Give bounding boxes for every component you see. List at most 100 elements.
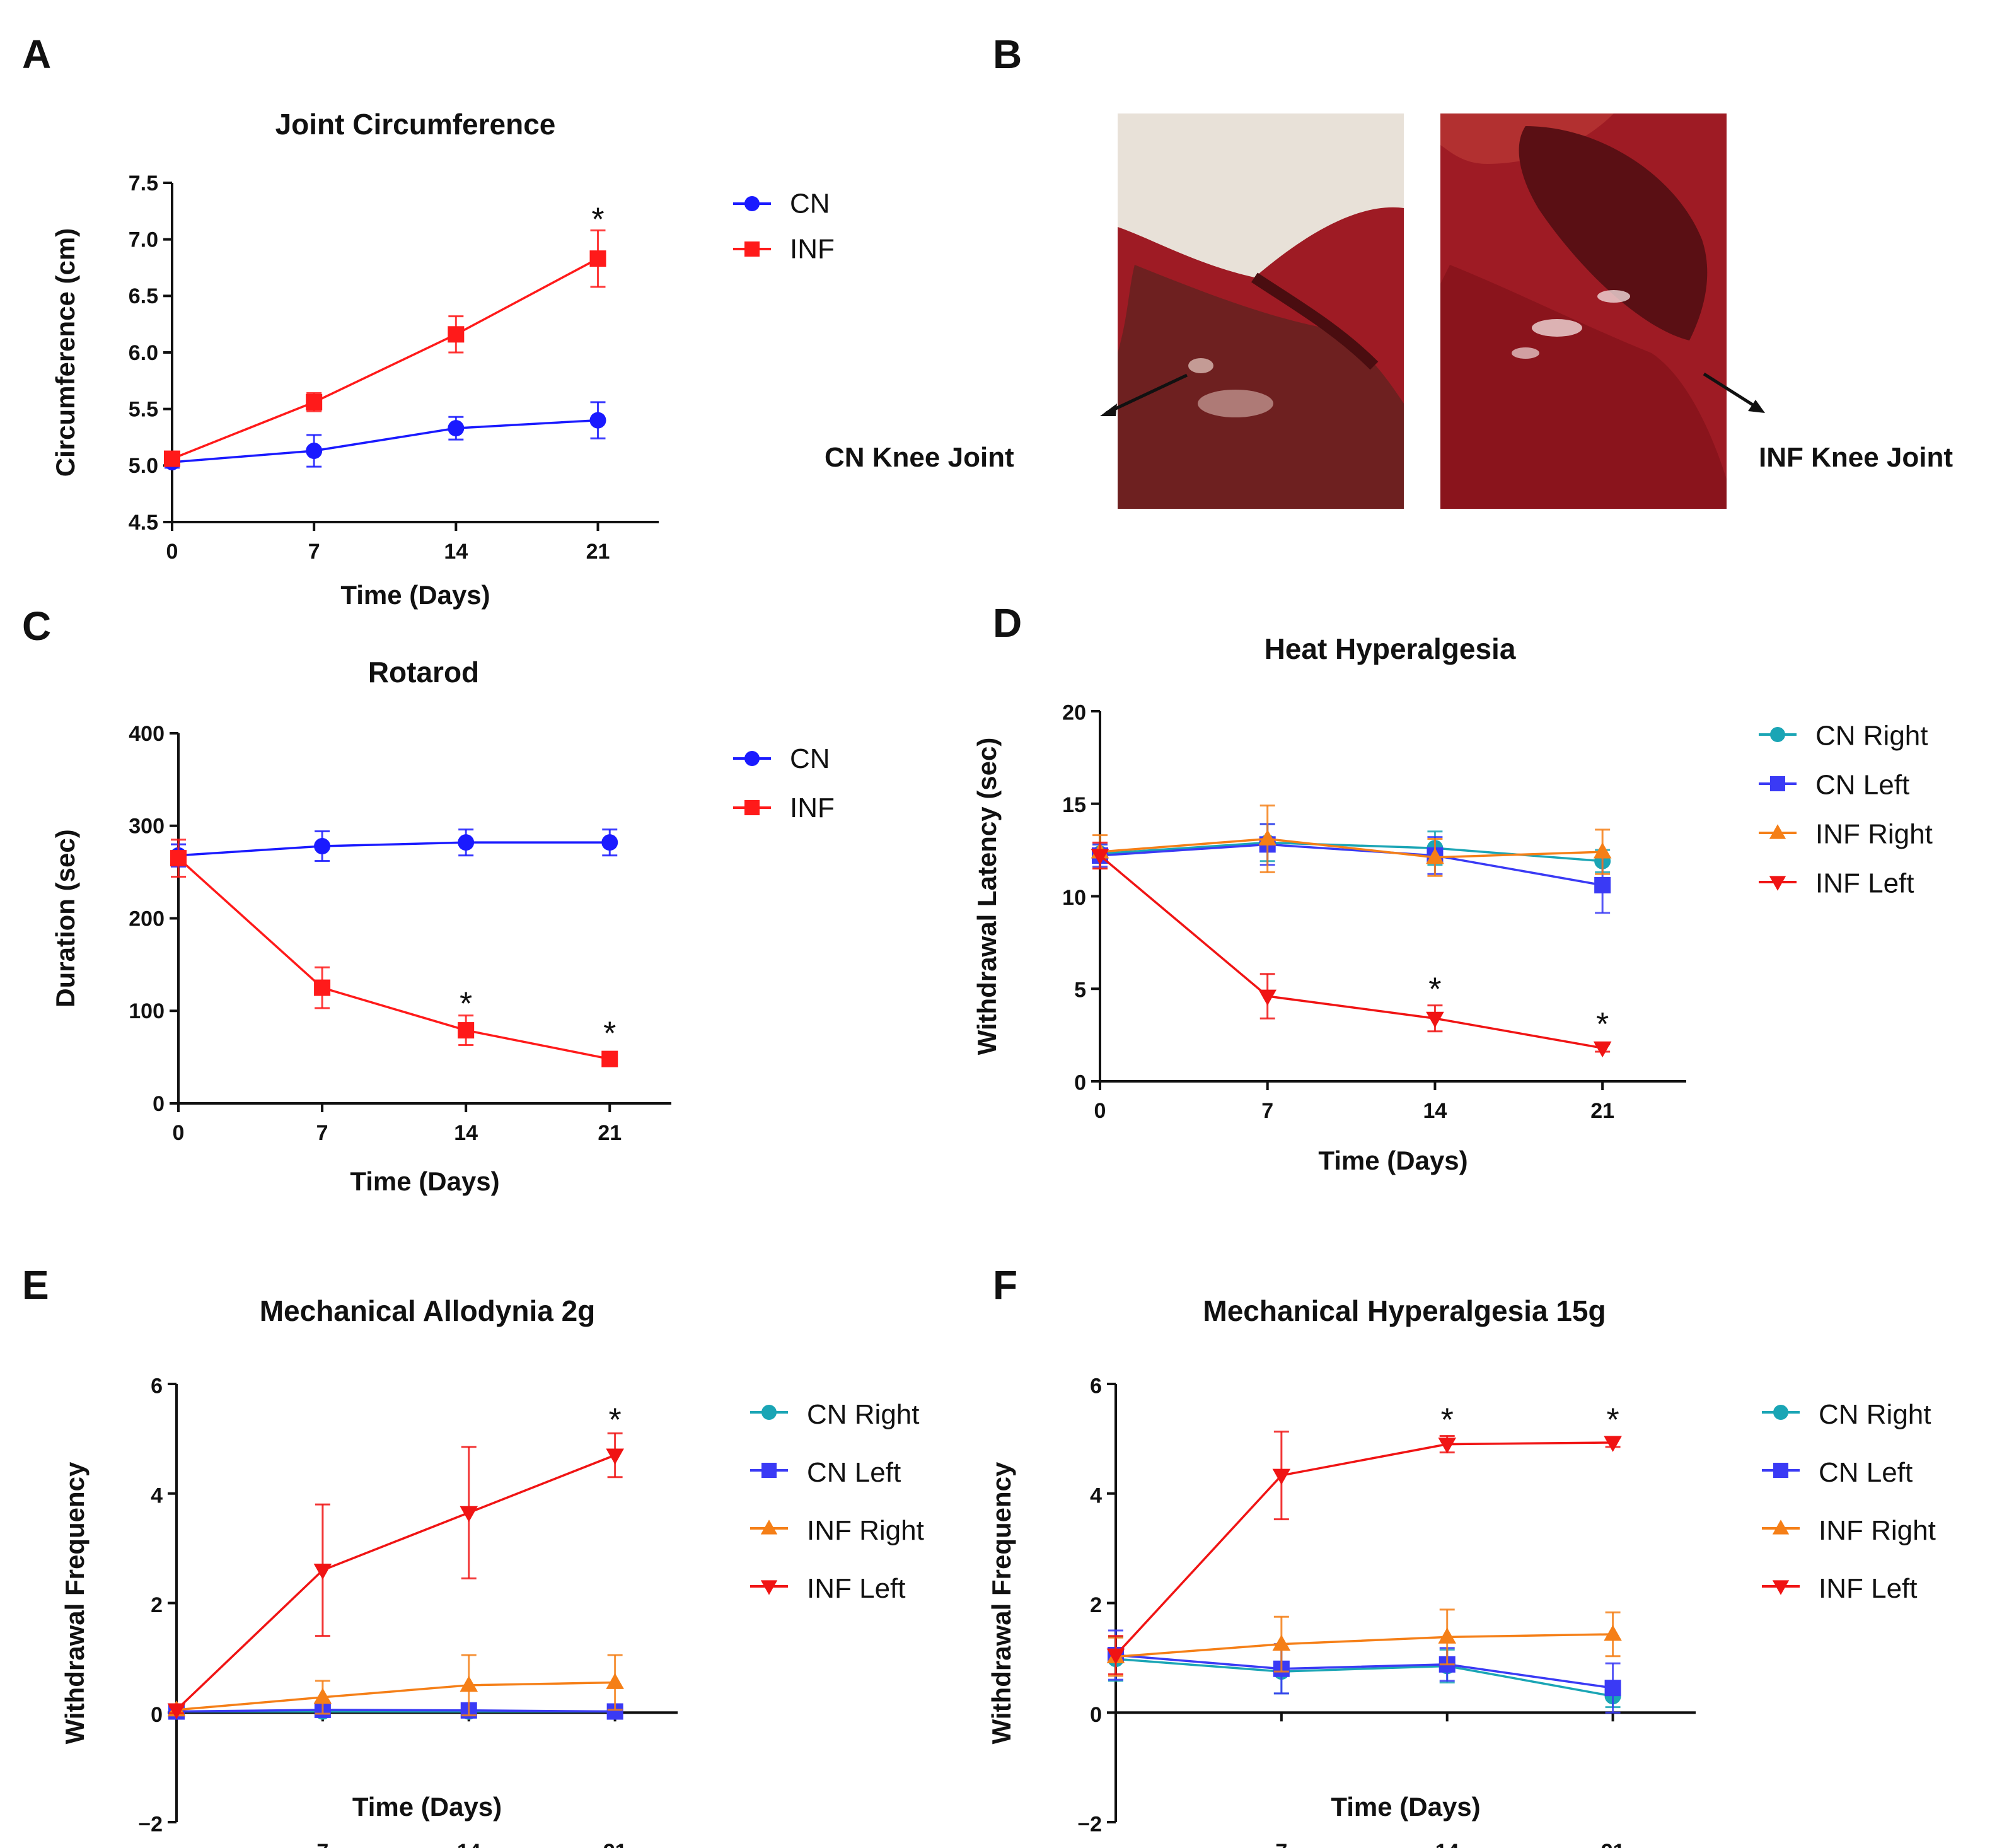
legend-label: CN Right xyxy=(1819,1399,1931,1430)
y-tick-label: 5.5 xyxy=(129,398,158,422)
legend-marker xyxy=(744,751,760,766)
y-tick-label: 4 xyxy=(1090,1484,1102,1508)
significance-star: * xyxy=(460,986,472,1023)
data-point xyxy=(1593,842,1612,859)
y-tick-label: 5.0 xyxy=(129,454,158,478)
data-point xyxy=(1258,829,1277,846)
legend-label: INF Left xyxy=(1815,868,1914,899)
legend-label: CN Left xyxy=(1815,770,1909,801)
y-tick-label: 20 xyxy=(1062,700,1086,724)
chart-title: Mechanical Allodynia 2g xyxy=(260,1294,596,1327)
series-line xyxy=(175,1454,616,1711)
data-point xyxy=(606,1673,624,1689)
data-point xyxy=(1272,1634,1291,1651)
series-inf xyxy=(164,229,606,467)
x-tick-label: 14 xyxy=(457,1840,481,1848)
legend-marker xyxy=(1773,1463,1788,1478)
series-line xyxy=(1115,1654,1613,1689)
data-point xyxy=(1426,847,1444,864)
data-point xyxy=(589,412,606,429)
cn-knee-photo xyxy=(1118,113,1404,509)
series-inf-left xyxy=(167,1432,624,1719)
data-point xyxy=(448,420,465,437)
series-line xyxy=(171,419,598,463)
panel-letter: A xyxy=(22,32,51,77)
y-tick-label: 2 xyxy=(151,1593,163,1617)
significance-star: * xyxy=(1441,1402,1454,1438)
significance-star: * xyxy=(1606,1402,1619,1438)
legend-label: CN Right xyxy=(807,1399,920,1430)
data-point xyxy=(458,834,475,851)
series-line xyxy=(1115,1658,1613,1697)
x-tick-label: 0 xyxy=(173,1121,185,1145)
data-point xyxy=(448,326,465,343)
series-inf-right xyxy=(167,1654,624,1717)
y-axis-label: Circumference (cm) xyxy=(50,228,80,477)
series-line xyxy=(177,857,610,1061)
panel-letter: C xyxy=(22,603,51,649)
significance-star: * xyxy=(1428,971,1441,1008)
y-tick-label: 5 xyxy=(1074,979,1086,1002)
series-inf-left xyxy=(1106,1431,1622,1675)
legend-label: CN xyxy=(790,188,830,219)
legend-label: INF Right xyxy=(1819,1515,1936,1546)
y-tick-label: 6 xyxy=(1090,1374,1102,1398)
legend-label: INF Right xyxy=(1815,819,1933,850)
legend-label: INF Right xyxy=(807,1515,924,1546)
series-inf-right xyxy=(1091,805,1612,877)
legend-label: INF Left xyxy=(1819,1573,1918,1604)
data-point xyxy=(460,1506,478,1523)
data-point xyxy=(601,834,618,851)
x-tick-label: 14 xyxy=(1423,1099,1447,1123)
legend-label: INF xyxy=(790,793,835,823)
series-line xyxy=(1099,854,1603,1049)
inf-arrow-line xyxy=(1703,372,1760,410)
data-point xyxy=(313,1563,332,1580)
data-point xyxy=(1604,1625,1622,1641)
series-line xyxy=(176,1709,615,1713)
y-axis-label: Withdrawal Frequency xyxy=(987,1462,1016,1744)
data-point xyxy=(306,443,323,460)
cn-knee-caption: CN Knee Joint xyxy=(825,442,1014,473)
inf-knee-caption: INF Knee Joint xyxy=(1759,442,1953,473)
y-tick-label: 100 xyxy=(129,999,165,1023)
y-tick-label: 4 xyxy=(151,1484,163,1508)
data-point xyxy=(306,393,323,410)
series-inf xyxy=(170,839,618,1067)
y-axis-label: Withdrawal Latency (sec) xyxy=(972,738,1002,1055)
data-point xyxy=(606,1448,624,1465)
data-point xyxy=(1593,1041,1612,1058)
chart-title: Mechanical Hyperalgesia 15g xyxy=(1203,1294,1606,1327)
x-tick-label: 14 xyxy=(444,540,468,564)
data-point xyxy=(1272,1468,1291,1485)
chart-title: Heat Hyperalgesia xyxy=(1265,632,1516,665)
legend-label: CN Left xyxy=(807,1457,901,1488)
data-point xyxy=(1258,989,1277,1006)
y-tick-label: 15 xyxy=(1062,793,1086,817)
x-tick-label: 14 xyxy=(1435,1840,1459,1848)
legend-marker xyxy=(1770,776,1785,791)
data-point xyxy=(313,1687,332,1704)
series-line xyxy=(176,1681,615,1711)
series-cn-left xyxy=(1108,1629,1621,1714)
inf-arrow-head xyxy=(1748,400,1765,413)
chart-title: Rotarod xyxy=(368,656,479,689)
legend-label: CN Right xyxy=(1815,721,1928,752)
x-tick-label: 21 xyxy=(603,1840,627,1848)
legend-marker xyxy=(760,1520,778,1535)
data-point xyxy=(314,838,331,855)
x-axis-label: Time (Days) xyxy=(352,1792,502,1822)
y-tick-label: 0 xyxy=(151,1703,163,1727)
y-tick-label: 0 xyxy=(1074,1071,1086,1095)
data-point xyxy=(1426,1011,1444,1028)
panel-b-photos: B CN Knee Joint INF Knee Joint xyxy=(825,32,1953,509)
y-tick-label: 6 xyxy=(151,1374,163,1398)
x-tick-label: 7 xyxy=(316,1121,328,1145)
data-point xyxy=(1604,1436,1622,1452)
series-cn xyxy=(170,828,618,868)
data-point xyxy=(1604,1680,1621,1697)
data-point xyxy=(601,1050,618,1067)
x-tick-label: 21 xyxy=(586,540,610,564)
legend-marker xyxy=(761,1405,777,1420)
data-point xyxy=(167,1703,186,1719)
